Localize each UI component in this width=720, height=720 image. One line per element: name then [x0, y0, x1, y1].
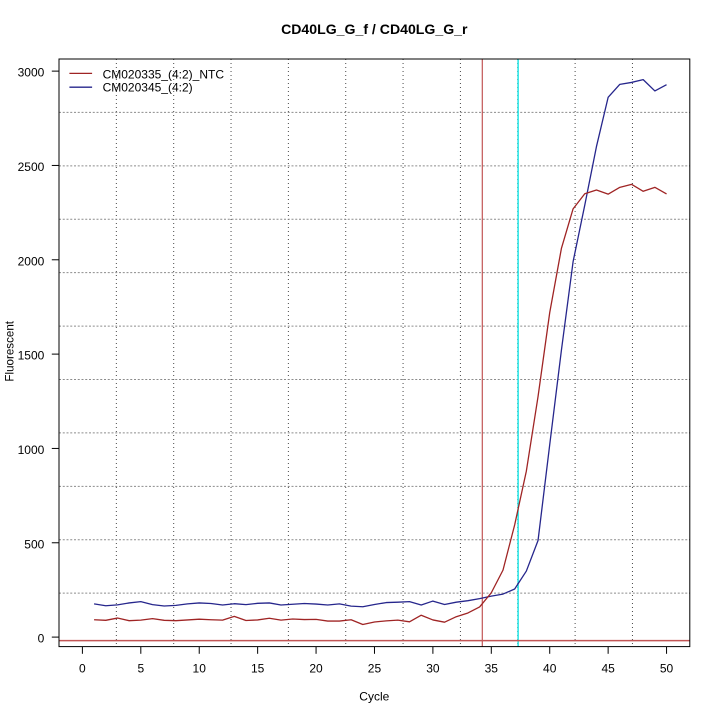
svg-text:45: 45 [601, 662, 615, 676]
svg-text:3000: 3000 [18, 66, 45, 80]
svg-text:Fluorescent: Fluorescent [3, 320, 16, 381]
svg-text:25: 25 [368, 662, 382, 676]
svg-text:50: 50 [660, 662, 674, 676]
svg-text:500: 500 [24, 537, 44, 551]
svg-text:CM020345_(4:2): CM020345_(4:2) [103, 81, 193, 95]
svg-text:1000: 1000 [18, 443, 45, 457]
svg-text:5: 5 [137, 662, 144, 676]
svg-text:15: 15 [251, 662, 265, 676]
svg-text:2000: 2000 [18, 254, 45, 268]
svg-text:30: 30 [426, 662, 440, 676]
svg-text:0: 0 [38, 632, 45, 646]
svg-text:2500: 2500 [18, 160, 45, 174]
svg-text:1500: 1500 [18, 349, 45, 363]
svg-text:20: 20 [309, 662, 323, 676]
svg-text:CM020335_(4:2)_NTC: CM020335_(4:2)_NTC [103, 67, 225, 81]
svg-text:40: 40 [543, 662, 557, 676]
svg-text:10: 10 [193, 662, 207, 676]
svg-text:CD40LG_G_f / CD40LG_G_r: CD40LG_G_f / CD40LG_G_r [281, 21, 468, 37]
svg-text:0: 0 [79, 662, 86, 676]
svg-text:Cycle: Cycle [359, 690, 389, 704]
svg-text:35: 35 [485, 662, 499, 676]
